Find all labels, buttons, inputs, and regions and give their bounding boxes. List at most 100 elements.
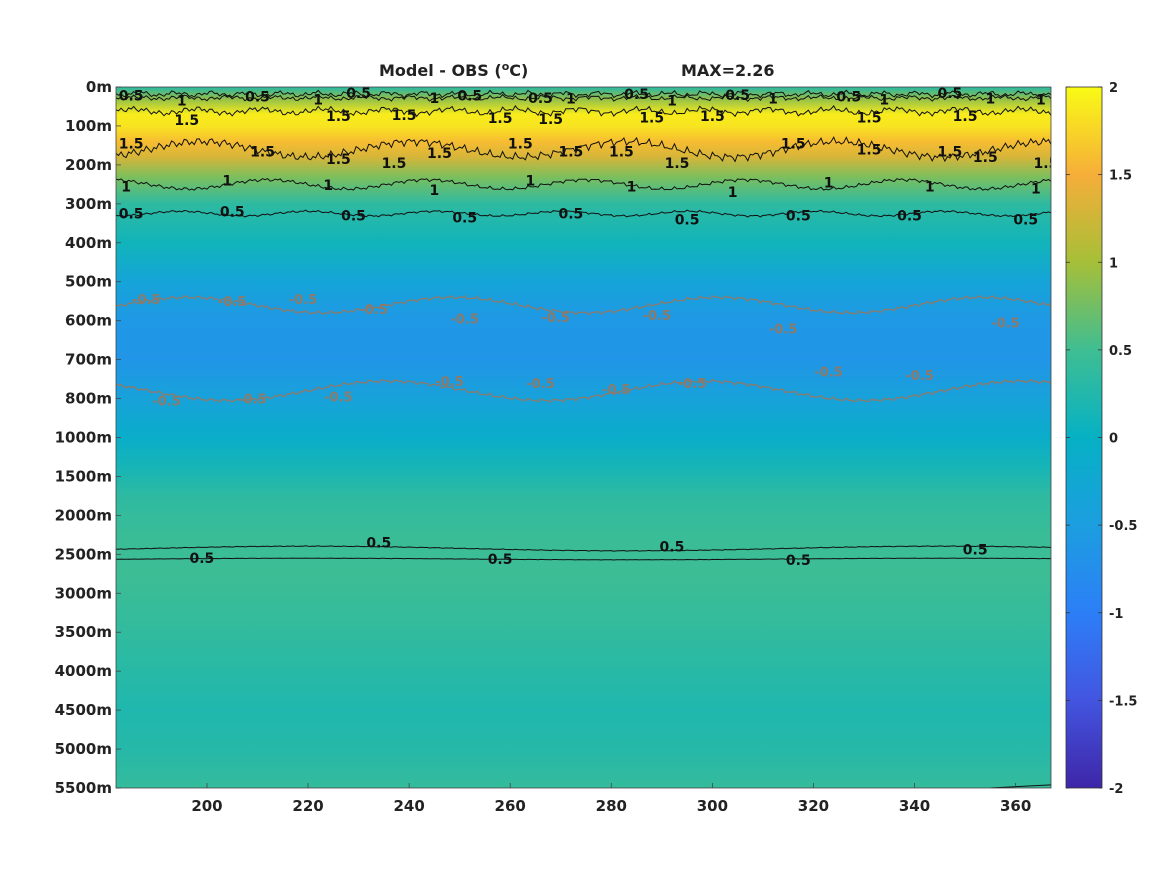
- contour-label: 0.5: [786, 553, 811, 569]
- contour-label: 0.5: [452, 210, 477, 226]
- y-tick-label: 0m: [86, 78, 112, 96]
- contour-label: 1: [177, 94, 187, 110]
- contour-label: 1.5: [508, 136, 533, 152]
- x-axis: 200 220 240 260 280 300 320 340 360: [191, 783, 1031, 815]
- contour-labels-grey: -0.5 -0.5 -0.5 -0.5 -0.5 -0.5 -0.5 -0.5 -0.5 -0.5…: [132, 293, 1020, 409]
- contour-0p5-surface: [116, 89, 1051, 99]
- x-tick-label: 360: [1000, 797, 1031, 815]
- contour-label: 1.5: [558, 144, 583, 160]
- y-tick-label: 800m: [65, 390, 112, 408]
- y-tick-label: 4000m: [55, 662, 112, 680]
- contour-label: -0.5: [360, 303, 388, 318]
- colorbar-tick-label: -2: [1109, 782, 1123, 797]
- contour-label: 1: [430, 183, 440, 199]
- contour-label: 0.5: [558, 207, 583, 223]
- contour-label: 1: [627, 179, 637, 195]
- contour-label: -0.5: [769, 322, 797, 337]
- contour-label: 0.5: [836, 90, 861, 106]
- contour-label: 0.5: [346, 86, 371, 102]
- contour-label: 1.5: [326, 152, 351, 168]
- colorbar-tick-label: -1: [1109, 607, 1123, 622]
- contour-label: 1.5: [973, 150, 998, 166]
- colorbar-tick-label: 0: [1109, 432, 1118, 447]
- contour-1p5-upper: [116, 105, 1051, 118]
- x-tick-label: 300: [697, 797, 728, 815]
- contour-label: 1.5: [538, 112, 563, 128]
- colorbar-ticks: 2 1.5 1 0.5 0 -0.5 -1 -1.5 -2: [1066, 81, 1137, 797]
- contour-label: 0.5: [938, 86, 963, 102]
- contour-1-lower: [116, 178, 1051, 191]
- contour-label: 1: [728, 185, 738, 201]
- contour-label: 0.5: [457, 89, 482, 105]
- contour-label: 1.5: [639, 110, 664, 126]
- contour-label: 1.5: [382, 156, 407, 172]
- colorbar-tick-label: 2: [1109, 81, 1118, 96]
- x-tick-label: 220: [292, 797, 323, 815]
- y-axis: 0m 100m 200m 300m 400m 500m 600m 700m 800m 1000m 1…: [55, 78, 121, 797]
- contour-label: 0.5: [786, 209, 811, 225]
- y-tick-label: 300m: [65, 195, 112, 213]
- contour-label: 1.5: [953, 109, 978, 125]
- contour-label: 0.5: [624, 87, 649, 103]
- contour-label: 1: [879, 92, 889, 108]
- x-tick-label: 240: [393, 797, 424, 815]
- contour-label: 0.5: [963, 543, 988, 559]
- contour-label: 0.5: [725, 88, 750, 104]
- contour-label: 1.5: [938, 144, 963, 160]
- contour-label: 1.5: [392, 108, 417, 124]
- contour-label: 1.5: [665, 156, 690, 172]
- contour-label: 1: [1036, 92, 1046, 108]
- contour-label: 0.5: [488, 552, 513, 568]
- y-tick-label: 3500m: [55, 623, 112, 641]
- y-tick-label: 400m: [65, 234, 112, 252]
- contour-label: -0.5: [238, 393, 266, 408]
- contour-label: 1.5: [250, 144, 275, 160]
- contour-label: 1: [985, 92, 995, 108]
- contour-label: -0.5: [541, 311, 569, 326]
- title-left: Model - OBS (: [379, 61, 502, 80]
- contour-labels-black: 0.5 1 0.5 1 0.5 1 0.5 0.5 1 0.5 1 0.5 1 0.5 1 0.5 1 1 1.5 1…: [119, 86, 1059, 569]
- y-tick-label: 5500m: [55, 779, 112, 797]
- contour-0p5-lower: [116, 209, 1051, 218]
- contour-label: 1.5: [700, 109, 725, 125]
- colorbar-tick-label: -1.5: [1109, 694, 1137, 709]
- contour-label: -0.5: [905, 369, 933, 384]
- x-tick-label: 200: [191, 797, 222, 815]
- plot-area: 0.5 1 0.5 1 0.5 1 0.5 0.5 1 0.5 1 0.5 1 0.5 1 0.5 1 1 1.5 1…: [116, 86, 1059, 788]
- contour-1p5-lower: [116, 136, 1051, 163]
- contour-label: -0.5: [324, 391, 352, 406]
- colorbar: [1065, 86, 1103, 789]
- contour-label: -0.5: [526, 377, 554, 392]
- contour-label: 1.5: [488, 111, 513, 127]
- contour-label: 0.5: [528, 91, 553, 107]
- contour-label: -0.5: [289, 293, 317, 308]
- heatmap-field: [116, 87, 1051, 788]
- contour-label: 1.5: [1034, 156, 1059, 172]
- contour-label: 0.5: [190, 551, 215, 567]
- contour-label: 0.5: [660, 540, 685, 556]
- y-tick-label: 700m: [65, 351, 112, 369]
- contour-label: 0.5: [897, 209, 922, 225]
- y-tick-label: 200m: [65, 156, 112, 174]
- y-tick-label: 2500m: [55, 545, 112, 563]
- contour-label: -0.5: [152, 395, 180, 410]
- y-tick-label: 500m: [65, 273, 112, 291]
- contour-label: -0.5: [218, 295, 246, 310]
- contour-label: 0.5: [366, 536, 391, 552]
- contour-0p5-deep-upper: [116, 545, 1051, 552]
- y-tick-label: 2000m: [55, 506, 112, 524]
- colorbar-tick-label: 1: [1109, 256, 1118, 271]
- contour-1-surface: [116, 93, 1051, 103]
- contour-label: -0.5: [991, 317, 1019, 332]
- contour-label: 1: [1031, 181, 1041, 197]
- contour-label: 1.5: [857, 110, 882, 126]
- x-tick-label: 260: [495, 797, 526, 815]
- y-tick-label: 600m: [65, 312, 112, 330]
- contour-bottom-right: [990, 784, 1051, 788]
- title-unit-end: C): [509, 61, 528, 80]
- y-tick-label: 4500m: [55, 701, 112, 719]
- contour-label: -0.5: [602, 383, 630, 398]
- x-tick-label: 340: [899, 797, 930, 815]
- contour-label: 1: [121, 179, 131, 195]
